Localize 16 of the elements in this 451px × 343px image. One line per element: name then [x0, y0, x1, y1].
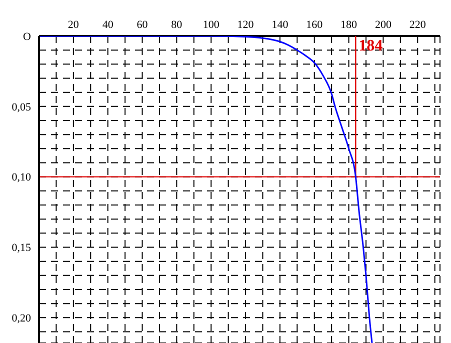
x-tick-label: 120 — [237, 19, 254, 31]
x-tick-label: 200 — [374, 19, 392, 31]
x-tick-label: 60 — [136, 19, 148, 31]
y-tick-label: 0,10 — [12, 172, 32, 184]
x-tick-label: 40 — [102, 19, 114, 31]
x-tick-label: 140 — [272, 19, 289, 31]
y-tick-label: O — [23, 30, 32, 43]
x-tick-label: 100 — [202, 19, 220, 31]
y-tick-label: 0,05 — [12, 101, 32, 114]
x-tick-label: 180 — [340, 19, 358, 31]
x-tick-label: 80 — [171, 19, 183, 31]
y-tick-label: 0,20 — [12, 312, 32, 325]
x-tick-label: 160 — [306, 19, 324, 31]
x-tick-label: 20 — [68, 19, 80, 31]
x-tick-label: 220 — [409, 19, 426, 31]
y-tick-label: 0,15 — [12, 242, 32, 254]
